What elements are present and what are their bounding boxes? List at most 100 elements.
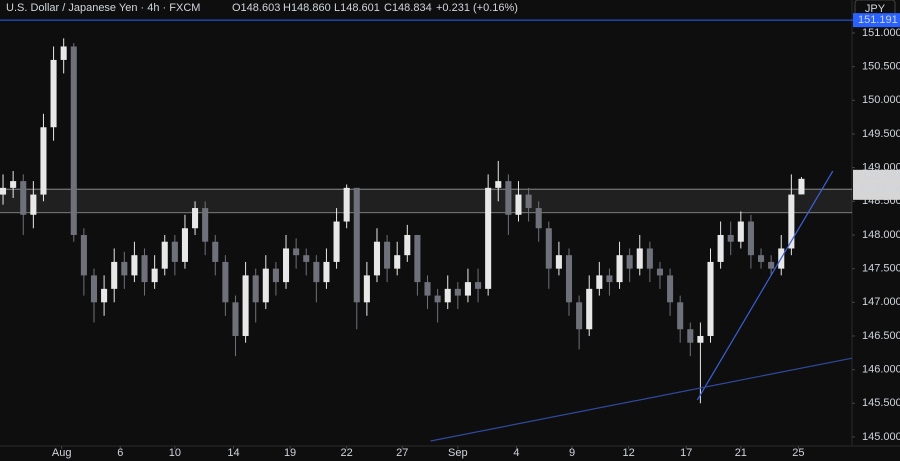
candle-body (141, 255, 148, 283)
last-price-bg (853, 169, 900, 200)
candle-body (565, 255, 573, 303)
candle-body (323, 261, 330, 283)
candle-body (181, 228, 188, 262)
y-tick-label: 151.000 (862, 27, 900, 39)
x-tick-label: 21 (735, 447, 747, 459)
candle-body (171, 241, 178, 262)
candle-body (677, 302, 684, 330)
ohlc-low: L148.601 (334, 2, 380, 14)
y-tick-label: 150.500 (862, 61, 900, 73)
candle-body (394, 255, 401, 269)
candle-body (535, 208, 542, 229)
candle-body (576, 302, 583, 330)
candle-body (697, 335, 704, 343)
candle-body (454, 288, 461, 296)
candle-body (242, 275, 249, 336)
candle-body (293, 248, 300, 256)
alert-label: 151.191 (858, 14, 898, 26)
candle-body (363, 275, 370, 303)
candle-body (151, 268, 158, 283)
alert-label-bg (853, 13, 900, 28)
candle-body (636, 248, 643, 269)
y-tick-label: 150.000 (862, 94, 900, 106)
candle-body (717, 234, 724, 262)
candle-body (10, 181, 17, 188)
candle-body (252, 275, 259, 303)
candle-body (424, 282, 431, 296)
y-tick-label: 145.500 (862, 397, 900, 409)
x-tick-label: 25 (792, 447, 804, 459)
candle-body (768, 261, 775, 269)
y-tick-label: 149.500 (862, 128, 900, 140)
candle-body (272, 268, 279, 283)
x-tick-label: 12 (623, 447, 635, 459)
candle-body (495, 181, 502, 188)
candle-body (303, 255, 310, 262)
candle-body (747, 221, 754, 256)
candle-body (343, 187, 350, 222)
y-tick-label: 147.500 (862, 263, 900, 275)
countdown: 02:32:54 (859, 184, 900, 196)
candle-body (464, 282, 471, 296)
trendline (696, 170, 834, 401)
candle-body (70, 46, 77, 235)
x-tick-label: 27 (396, 447, 408, 459)
x-tick-label: 17 (680, 447, 692, 459)
candle-body (222, 261, 229, 303)
candle-body (60, 46, 67, 60)
candle-body (20, 181, 27, 215)
candle-body (414, 234, 421, 283)
candle-body (555, 255, 562, 269)
y-tick-label: 146.500 (862, 330, 900, 342)
candle-body (0, 187, 7, 195)
candle-body (262, 268, 269, 303)
candle-body (313, 261, 320, 283)
candle-body (192, 208, 199, 229)
candle-body (212, 241, 219, 262)
candle-body (373, 241, 381, 276)
x-tick-label: Sep (448, 447, 468, 459)
candle-body (485, 187, 492, 289)
candle-body (40, 127, 47, 195)
candle-body (475, 282, 482, 289)
candle-body (232, 302, 239, 336)
candle-body (707, 261, 714, 336)
x-tick-label: 19 (284, 447, 296, 459)
currency[interactable]: JPY (865, 3, 886, 15)
candle-body (727, 234, 734, 242)
candle-body (50, 59, 57, 128)
y-tick-label: 147.000 (862, 296, 900, 308)
candle-body (101, 288, 108, 303)
x-tick-label: 9 (569, 447, 575, 459)
candle-body (525, 194, 532, 209)
x-tick-label: 10 (169, 447, 181, 459)
candle-body (596, 275, 603, 289)
candle-body (80, 234, 87, 276)
candle-body (758, 255, 765, 262)
candle-body (798, 178, 805, 195)
x-tick-label: Aug (52, 447, 72, 459)
last-price-label: 148.834 (862, 171, 900, 183)
x-tick-label: 14 (227, 447, 239, 459)
candle-body (656, 268, 664, 276)
ohlc-open: O148.603 (232, 2, 280, 14)
change: +0.231 (+0.16%) (436, 2, 518, 14)
candle-body (586, 288, 593, 330)
candle-body (606, 275, 613, 283)
candle-body (616, 255, 623, 283)
candle-body (444, 288, 451, 303)
candle-body (333, 221, 340, 262)
candle-body (737, 221, 744, 242)
zone (0, 189, 852, 213)
x-tick-label: 22 (341, 447, 353, 459)
candle-body (161, 241, 168, 269)
ohlc-high: H148.860 (283, 2, 331, 14)
candle-body (646, 248, 653, 269)
y-tick-label: 148.000 (862, 229, 900, 241)
trendline (430, 357, 853, 442)
candle-body (505, 181, 512, 215)
candle-body (111, 261, 118, 289)
candle-body (687, 329, 694, 343)
